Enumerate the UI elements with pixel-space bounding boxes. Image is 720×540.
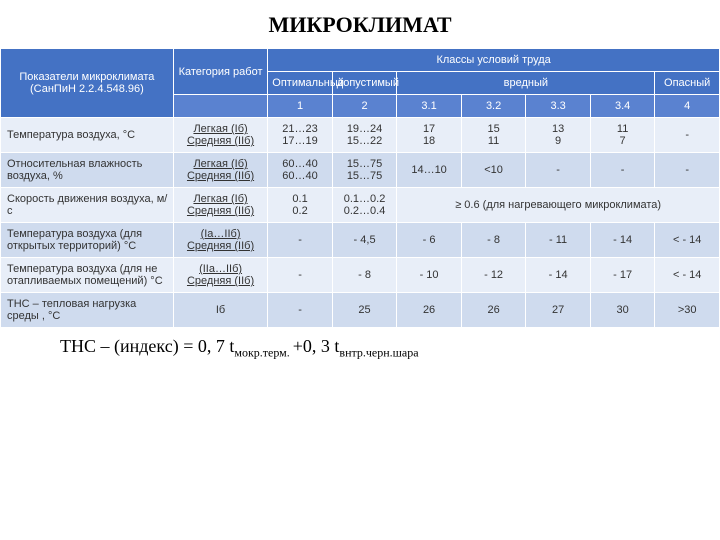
footer-sub1: мокр.терм. bbox=[234, 346, 292, 360]
cell: - bbox=[655, 153, 720, 188]
footer-sub2: внтр.черн.шара bbox=[339, 346, 418, 360]
cell: < - 14 bbox=[655, 223, 720, 258]
cell: <10 bbox=[461, 153, 526, 188]
cell-param: Температура воздуха, °С bbox=[1, 118, 174, 153]
hdr-danger: Опасный bbox=[655, 72, 720, 95]
hdr-harm: вредный bbox=[397, 72, 655, 95]
cell-param: Относительная влажность воздуха, % bbox=[1, 153, 174, 188]
hdr-n4: 4 bbox=[655, 95, 720, 118]
hdr-optimal: Оптимальный bbox=[268, 72, 333, 95]
cell: 15…7515…75 bbox=[332, 153, 397, 188]
cell: < - 14 bbox=[655, 258, 720, 293]
cell-param: Температура воздуха (для открытых террит… bbox=[1, 223, 174, 258]
table-row: Температура воздуха, °С Легкая (Iб)Средн… bbox=[1, 118, 720, 153]
cell: - 14 bbox=[526, 258, 591, 293]
table-row: Температура воздуха (для открытых террит… bbox=[1, 223, 720, 258]
cell: 117 bbox=[590, 118, 655, 153]
cell: 30 bbox=[590, 293, 655, 328]
cell: - bbox=[268, 223, 333, 258]
cell: 27 bbox=[526, 293, 591, 328]
footer-formula: ТНС – (индекс) = 0, 7 tмокр.терм. +0, 3 … bbox=[0, 328, 720, 361]
cell-param: Скорость движения воздуха, м/с bbox=[1, 188, 174, 223]
hdr-n2: 2 bbox=[332, 95, 397, 118]
cell-cat: Легкая (Iб)Средняя (IIб) bbox=[173, 188, 267, 223]
cell: 21…2317…19 bbox=[268, 118, 333, 153]
cell: - 8 bbox=[461, 223, 526, 258]
cell-span: ≥ 0.6 (для нагревающего микроклимата) bbox=[397, 188, 720, 223]
footer-mid: +0, 3 t bbox=[293, 336, 340, 356]
cell: >30 bbox=[655, 293, 720, 328]
cell-param: ТНС – тепловая нагрузка среды , °С bbox=[1, 293, 174, 328]
cell: - 12 bbox=[461, 258, 526, 293]
hdr-perm: допустимый bbox=[332, 72, 397, 95]
cell: 19…2415…22 bbox=[332, 118, 397, 153]
microclimate-table: Показатели микроклимата (СанПиН 2.2.4.54… bbox=[0, 48, 720, 328]
hdr-n31: 3.1 bbox=[397, 95, 462, 118]
cell: 26 bbox=[461, 293, 526, 328]
hdr-n34: 3.4 bbox=[590, 95, 655, 118]
cell: - 10 bbox=[397, 258, 462, 293]
hdr-classes: Классы условий труда bbox=[268, 49, 720, 72]
cell: 139 bbox=[526, 118, 591, 153]
cell: - bbox=[655, 118, 720, 153]
cell: - bbox=[526, 153, 591, 188]
cell: - 8 bbox=[332, 258, 397, 293]
cell: - 17 bbox=[590, 258, 655, 293]
cell: - 4,5 bbox=[332, 223, 397, 258]
hdr-param: Показатели микроклимата (СанПиН 2.2.4.54… bbox=[1, 49, 174, 118]
cell: - bbox=[268, 258, 333, 293]
cell-param: Температура воздуха (для не отапливаемых… bbox=[1, 258, 174, 293]
table-row: Температура воздуха (для не отапливаемых… bbox=[1, 258, 720, 293]
cell: 60…4060…40 bbox=[268, 153, 333, 188]
hdr-cat: Категория работ bbox=[173, 49, 267, 95]
cell: 25 bbox=[332, 293, 397, 328]
cell-cat: Iб bbox=[173, 293, 267, 328]
cell: 26 bbox=[397, 293, 462, 328]
table-body: Температура воздуха, °С Легкая (Iб)Средн… bbox=[1, 118, 720, 328]
table-row: Относительная влажность воздуха, % Легка… bbox=[1, 153, 720, 188]
footer-prefix: ТНС – (индекс) = 0, 7 t bbox=[60, 336, 234, 356]
cell: - 6 bbox=[397, 223, 462, 258]
cell-cat: Легкая (Iб)Средняя (IIб) bbox=[173, 153, 267, 188]
cell-cat: (Iа…IIб)Средняя (IIб) bbox=[173, 223, 267, 258]
cell: 0.1…0.20.2…0.4 bbox=[332, 188, 397, 223]
cell: - 14 bbox=[590, 223, 655, 258]
cell-cat: Легкая (Iб)Средняя (IIб) bbox=[173, 118, 267, 153]
cell-cat: (IIа…IIб)Средняя (IIб) bbox=[173, 258, 267, 293]
table-row: ТНС – тепловая нагрузка среды , °С Iб - … bbox=[1, 293, 720, 328]
cell: 14…10 bbox=[397, 153, 462, 188]
page-title: МИКРОКЛИМАТ bbox=[0, 0, 720, 48]
table-row: Скорость движения воздуха, м/с Легкая (I… bbox=[1, 188, 720, 223]
cell: 0.10.2 bbox=[268, 188, 333, 223]
hdr-n1: 1 bbox=[268, 95, 333, 118]
hdr-n32: 3.2 bbox=[461, 95, 526, 118]
cell: - bbox=[268, 293, 333, 328]
cell: - 11 bbox=[526, 223, 591, 258]
hdr-blank bbox=[173, 95, 267, 118]
cell: 1511 bbox=[461, 118, 526, 153]
cell: 1718 bbox=[397, 118, 462, 153]
cell: - bbox=[590, 153, 655, 188]
hdr-n33: 3.3 bbox=[526, 95, 591, 118]
